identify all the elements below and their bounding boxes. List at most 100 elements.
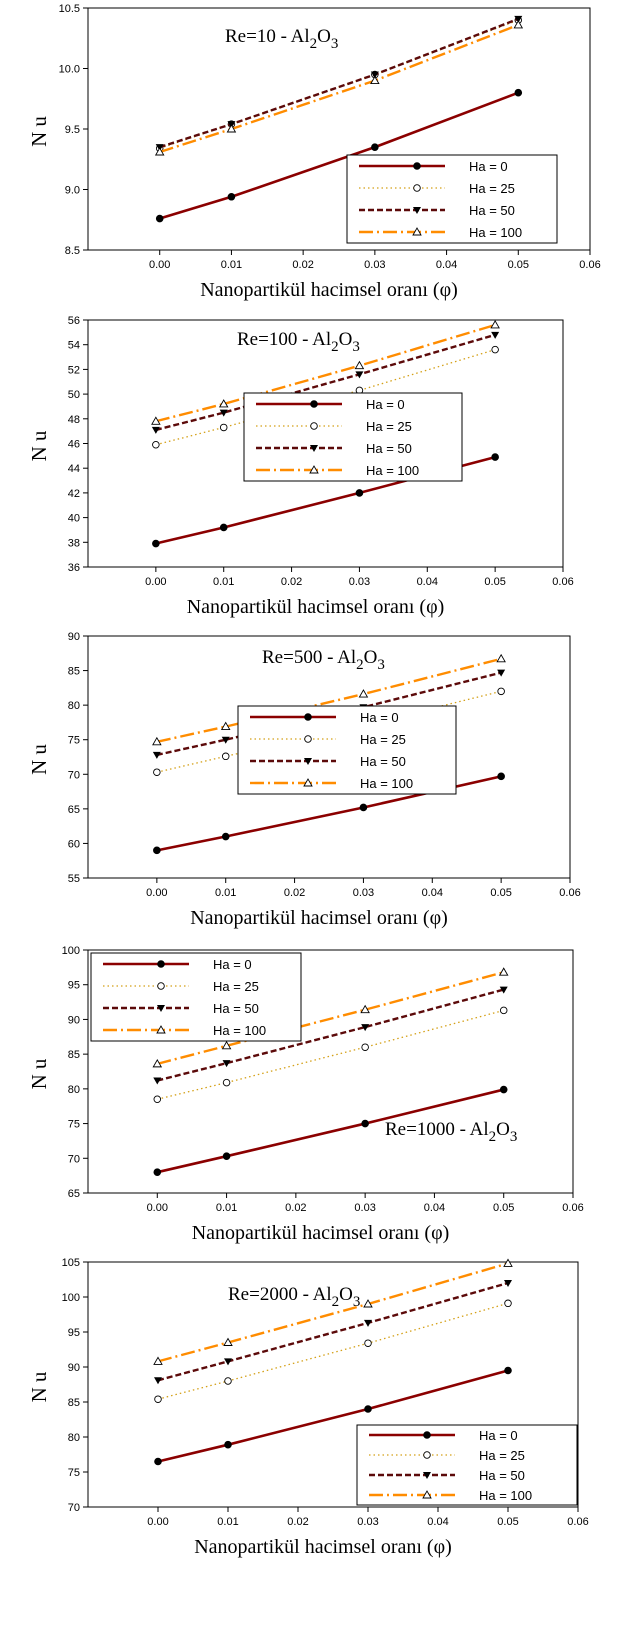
data-point [155,214,164,223]
y-tick-label: 9.5 [65,124,80,136]
legend-frame [237,705,457,795]
data-point [154,1457,162,1466]
data-point [152,440,160,449]
y-tick-label: 80 [68,700,80,712]
data-point [370,71,379,79]
data-point [153,1356,163,1365]
data-point [359,803,368,812]
data-point [361,1024,370,1032]
x-tick-label: 0.05 [497,1516,518,1528]
legend-marker [423,1431,431,1439]
legend-label: Ha = 50 [469,203,515,218]
legend-marker [413,207,421,214]
data-point [151,416,161,425]
legend-marker [310,400,318,408]
series-line [157,1262,509,1363]
legend-label: Ha = 25 [366,419,412,434]
chart-title-part: O [364,647,378,668]
data-point [154,1395,162,1403]
x-tick-label: 0.01 [216,1202,237,1214]
series-line [157,1302,509,1400]
data-point [360,1004,370,1014]
chart-title-part: Re=1000 - Al [385,1119,489,1140]
data-point [364,1405,372,1413]
data-point [370,75,380,85]
series-line [157,1281,509,1382]
y-tick-label: 75 [68,735,80,747]
data-point [220,721,231,731]
y-tick-label: 100 [62,945,80,957]
y-tick-label: 70 [68,769,80,781]
data-point [497,687,505,696]
y-axis-label: Nu [27,1054,51,1090]
data-point [499,986,508,994]
x-tick-label: 0.02 [287,1516,308,1528]
data-point [499,1085,508,1094]
chart-title-part: O [339,329,353,350]
chart-title-part: Re=100 - Al [237,329,331,350]
y-tick-label: 90 [68,631,80,643]
data-point [497,772,505,781]
y-tick-label: 10.5 [59,3,80,15]
y-tick-label: 100 [62,1292,80,1304]
data-point [371,143,379,151]
y-tick-label: 52 [68,364,80,376]
legend-marker [156,1025,166,1034]
legend-label: Ha = 100 [213,1023,266,1038]
legend: Ha = 0 Ha = 25 Ha = 50 Ha = 100 [237,705,457,795]
data-point [222,1078,231,1087]
legend-marker [423,1451,431,1459]
series-line [159,91,519,220]
legend-label: Ha = 50 [213,1001,259,1016]
chart-title-subscript: 2 [310,36,318,52]
y-tick-label: 85 [68,666,80,678]
series-line [155,323,496,423]
data-point [151,426,160,434]
legend-label: Ha = 50 [479,1468,525,1483]
legend-label: Ha = 0 [469,159,508,174]
data-point [219,423,228,432]
x-axis-label: Nanopartikül hacimsel oranı (φ) [200,279,458,301]
data-point [153,768,161,776]
x-tick-label: 0.06 [562,1202,583,1214]
data-point [491,453,499,461]
series-line [159,17,519,149]
x-tick-label: 0.00 [146,887,167,899]
chart-title-subscript: 2 [332,1294,340,1310]
y-tick-label: 55 [68,873,80,885]
data-point [364,1339,372,1347]
data-point [153,846,161,855]
x-tick-label: 0.04 [417,576,438,588]
x-tick-label: 0.01 [221,259,242,271]
legend-label: Ha = 0 [479,1428,518,1443]
x-axis-label: Nanopartikül hacimsel oranı (φ) [192,1222,450,1244]
data-point [498,967,509,976]
data-point [358,689,369,698]
data-point [491,345,499,354]
y-tick-label: 38 [68,537,80,549]
chart-title-subscript: 3 [377,657,385,673]
x-tick-label: 0.02 [292,259,313,271]
y-tick-label: 85 [68,1049,80,1061]
x-tick-label: 0.03 [364,259,385,271]
chart-panel: 0.00 0.01 0.02 0.03 0.04 0.05 0.06 36 38 40 42 44 46… [27,315,574,618]
chart-title: Re=2000 - Al2O3 [228,1284,360,1310]
x-tick-label: 0.00 [147,1202,168,1214]
y-tick-label: 70 [68,1153,80,1165]
y-tick-label: 75 [68,1119,80,1131]
chart-title: Re=1000 - Al2O3 [385,1119,517,1145]
legend: Ha = 0 Ha = 25 Ha = 50 Ha = 100 [243,392,463,482]
data-point [152,751,161,759]
x-tick-label: 0.05 [490,887,511,899]
chart-title-subscript: 3 [510,1129,518,1145]
y-tick-label: 44 [68,463,80,475]
legend-marker [423,1472,431,1479]
legend-label: Ha = 25 [360,732,406,747]
x-axis-label: Nanopartikül hacimsel oranı (φ) [194,1536,452,1558]
x-axis-label: Nanopartikül hacimsel oranı (φ) [190,907,448,929]
plot-frame [87,635,571,879]
chart-title-subscript: 2 [331,339,339,355]
legend-label: Ha = 100 [469,225,522,240]
chart-title-part: Re=500 - Al [262,647,356,668]
